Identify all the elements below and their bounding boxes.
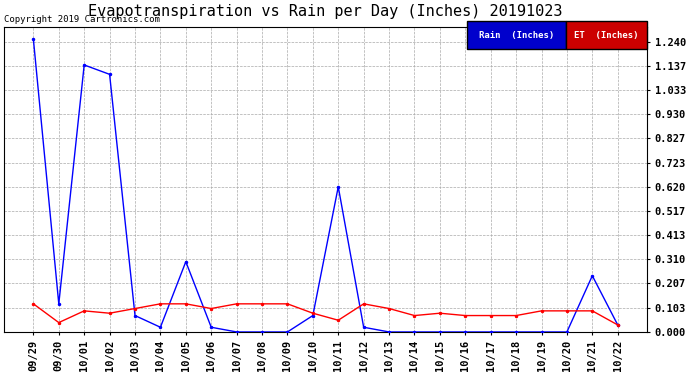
Title: Evapotranspiration vs Rain per Day (Inches) 20191023: Evapotranspiration vs Rain per Day (Inch… xyxy=(88,4,563,19)
Text: Copyright 2019 Cartronics.com: Copyright 2019 Cartronics.com xyxy=(4,15,160,24)
